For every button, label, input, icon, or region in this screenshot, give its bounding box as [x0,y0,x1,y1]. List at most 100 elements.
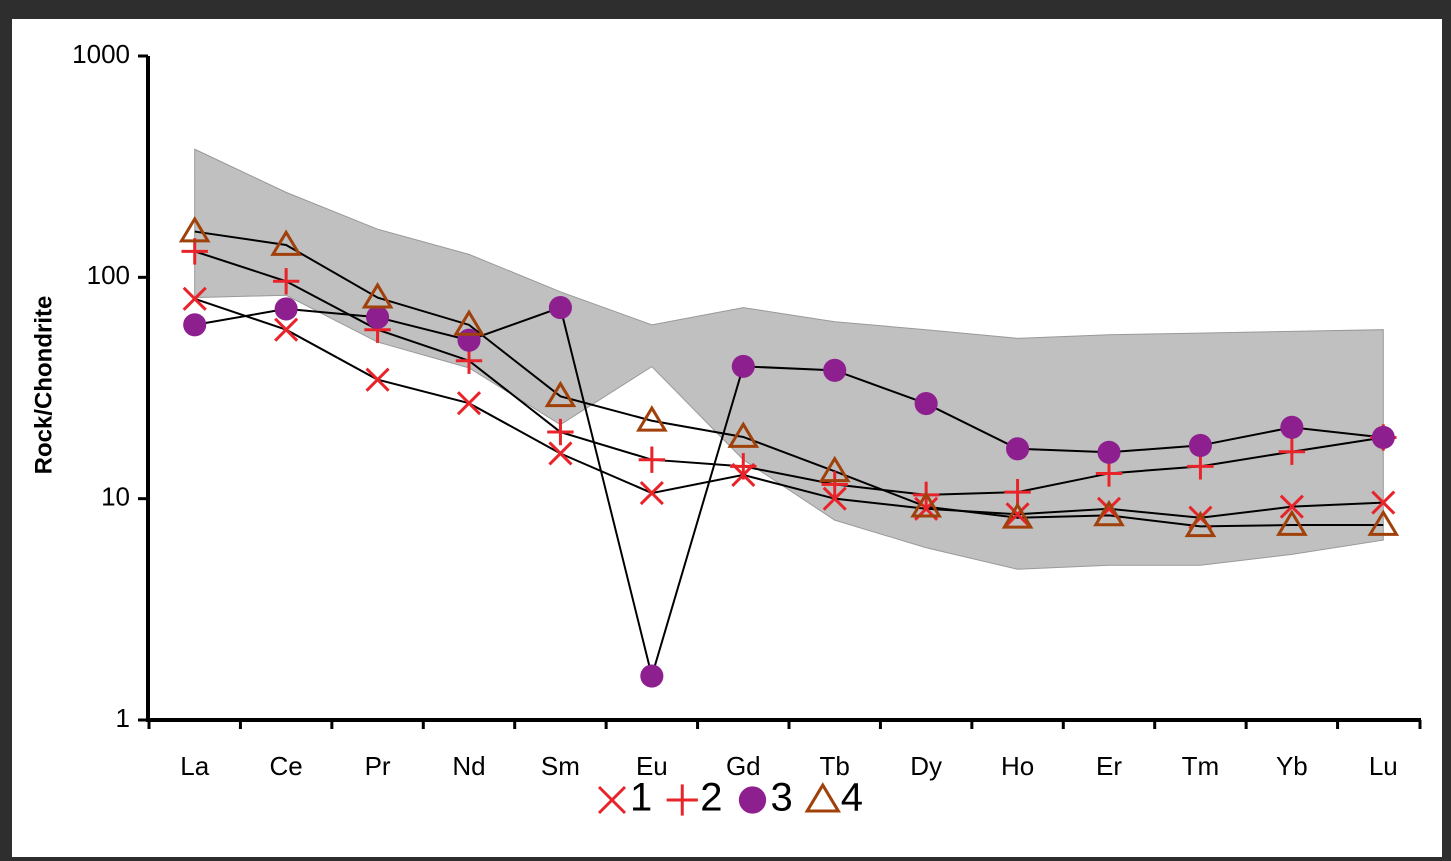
marker-x [274,317,299,342]
marker-plus [455,347,483,374]
marker-triangle [1276,509,1308,536]
marker-dot [1188,433,1212,457]
marker-circle [823,358,847,382]
marker-triangle [544,380,577,408]
marker-circle [914,391,938,416]
x-tick-label: La [180,751,209,781]
marker-triangle [1276,509,1308,536]
marker-triangle [727,421,760,448]
marker-triangle [818,455,851,483]
marker-triangle [270,229,302,256]
marker-triangle [453,309,485,336]
legend-label: 3 [771,776,793,820]
marker-dot [274,297,298,321]
x-tick-label: Nd [452,751,485,781]
y-tick-label: 10 [101,482,130,512]
marker-plus [638,446,666,473]
marker-plus [272,268,300,295]
marker-triangle [1184,510,1217,538]
x-tick-label: Ce [270,751,303,781]
marker-x [822,486,847,511]
x-tick-label: Gd [726,751,761,781]
x-tick-label: Yb [1276,751,1308,781]
y-tick-label: 1000 [72,39,130,69]
marker-triangle [1367,509,1400,536]
marker-plus [181,238,208,265]
marker-circle [1097,440,1121,464]
marker-stroke [456,391,482,416]
marker-stroke [822,486,847,511]
marker-stroke [597,785,627,815]
series-line [194,297,1384,519]
envelope-band [194,148,1384,570]
x-tick-label: Ho [1001,751,1034,781]
marker-dot [1097,440,1121,464]
marker-plus [547,418,574,446]
legend-label: 4 [841,776,863,820]
marker-dot [183,313,207,337]
marker-x [1279,494,1304,519]
marker-triangle [910,491,942,518]
x-tick-label: Tm [1182,751,1220,781]
marker-x [456,391,482,416]
marker-triangle [804,782,841,813]
marker-triangle [1093,499,1125,527]
marker-dot [823,358,847,382]
marker-circle [731,354,755,378]
marker-dot [1006,437,1030,461]
marker-stroke [548,441,573,466]
marker-x [548,441,573,466]
marker-stroke [365,367,390,392]
marker-dot [738,786,767,814]
series-line [194,306,1384,680]
x-tick-label: Dy [910,751,942,781]
marker-triangle [1001,502,1034,529]
marker-triangle [544,380,577,408]
x-tick-label: Eu [636,751,668,781]
marker-dot [640,664,664,688]
legend-label: 2 [700,776,722,820]
marker-triangle [818,455,851,483]
marker-dot [366,305,390,329]
marker-triangle [270,229,302,256]
x-tick-label: Lu [1369,751,1398,781]
marker-circle [1371,425,1395,450]
marker-stroke [1005,502,1030,527]
marker-circle [366,305,390,329]
marker-x [365,367,390,392]
legend-label: 1 [630,776,652,820]
marker-x [1005,502,1030,527]
marker-triangle [1001,502,1034,529]
marker-triangle [910,491,942,518]
marker-circle [274,297,298,321]
marker-triangle [727,421,760,448]
marker-plus [1004,478,1031,506]
series-line [194,250,1384,496]
marker-stroke [639,481,664,506]
marker-x [597,785,627,815]
marker-stroke [274,317,299,342]
marker-dot [731,354,755,378]
x-tick-label: Sm [541,751,580,781]
marker-triangle [361,282,394,309]
marker-circle [1280,415,1304,439]
marker-triangle [453,309,485,336]
marker-triangle [178,215,211,243]
marker-stroke [1371,490,1396,515]
marker-dot [914,391,938,416]
marker-dot [548,296,572,320]
marker-stroke [1279,494,1304,519]
x-tick-label: Pr [365,751,391,781]
marker-triangle [636,405,668,432]
marker-plus [666,784,698,816]
marker-circle [1006,437,1030,461]
marker-x [1371,490,1396,515]
marker-triangle [361,282,394,309]
marker-circle [548,296,572,320]
x-tick-label: Tb [820,751,850,781]
marker-triangle [178,215,211,243]
marker-circle [640,664,664,688]
marker-x [182,286,207,311]
marker-triangle [804,782,841,813]
